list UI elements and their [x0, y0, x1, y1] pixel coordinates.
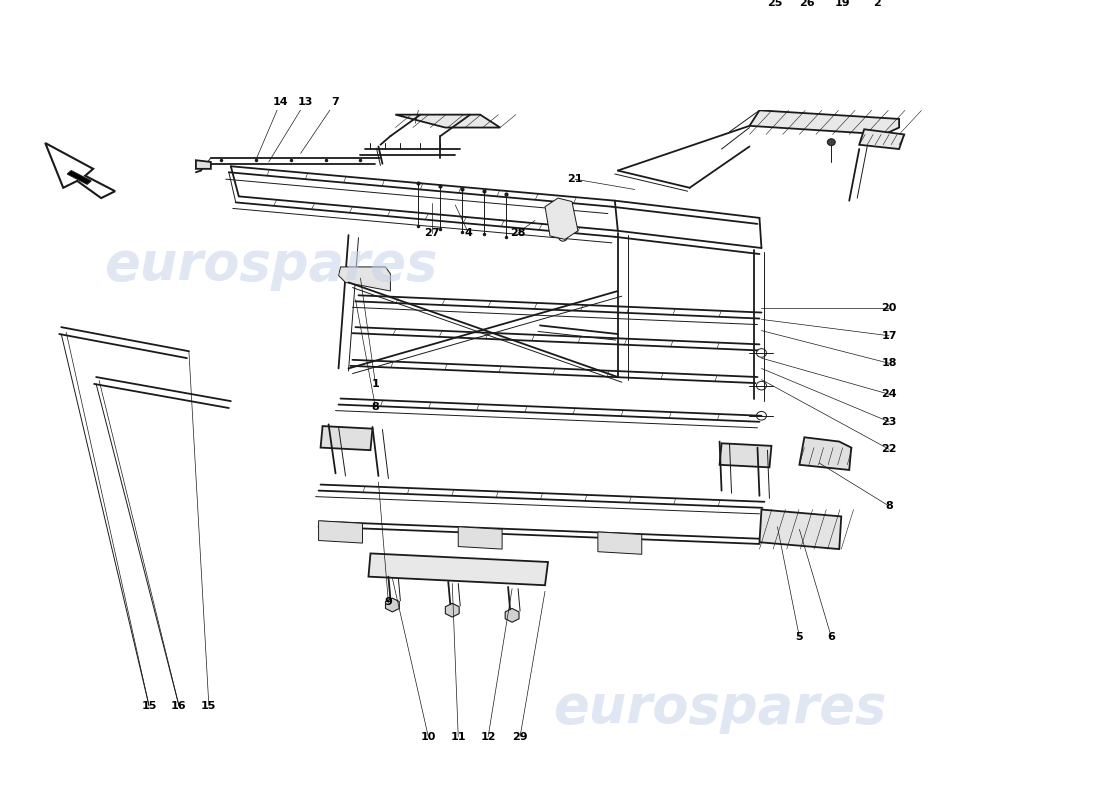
Text: 8: 8 [886, 501, 893, 511]
Text: 19: 19 [835, 0, 850, 8]
Text: 4: 4 [464, 227, 472, 238]
Text: 21: 21 [568, 174, 583, 184]
Circle shape [732, 450, 748, 463]
Text: 2: 2 [873, 0, 881, 8]
Polygon shape [45, 143, 116, 198]
Text: 15: 15 [141, 701, 156, 710]
Text: 7: 7 [332, 97, 340, 106]
Text: 5: 5 [795, 632, 803, 642]
Text: 17: 17 [881, 330, 896, 341]
Circle shape [757, 382, 767, 390]
Circle shape [827, 138, 835, 146]
Circle shape [757, 349, 767, 358]
Text: 20: 20 [881, 303, 896, 314]
Circle shape [371, 274, 381, 282]
Text: 1: 1 [372, 379, 379, 389]
Text: 18: 18 [881, 358, 896, 368]
Text: 15: 15 [201, 701, 217, 710]
Polygon shape [749, 110, 899, 134]
Text: 24: 24 [881, 390, 896, 399]
Circle shape [812, 530, 826, 542]
Polygon shape [719, 443, 771, 467]
Text: 13: 13 [298, 97, 314, 106]
Text: 16: 16 [172, 701, 187, 710]
Polygon shape [395, 114, 500, 127]
Text: 25: 25 [767, 0, 782, 8]
Circle shape [614, 538, 626, 548]
Polygon shape [319, 521, 363, 543]
Text: 9: 9 [385, 598, 393, 607]
Polygon shape [800, 438, 851, 470]
Text: 29: 29 [513, 732, 528, 742]
Circle shape [334, 526, 346, 537]
Text: 14: 14 [273, 97, 288, 106]
Text: 28: 28 [510, 227, 526, 238]
Circle shape [556, 222, 565, 230]
Polygon shape [339, 267, 390, 291]
Text: 26: 26 [800, 0, 815, 8]
Polygon shape [320, 426, 373, 450]
Text: 8: 8 [372, 402, 379, 412]
Circle shape [474, 533, 486, 543]
Text: 6: 6 [827, 632, 835, 642]
Polygon shape [598, 532, 641, 554]
Circle shape [349, 270, 363, 282]
Polygon shape [67, 170, 91, 184]
Text: 27: 27 [425, 227, 440, 238]
Circle shape [332, 432, 349, 446]
Text: 23: 23 [881, 417, 896, 426]
Text: eurospares: eurospares [104, 239, 438, 291]
Polygon shape [196, 160, 211, 169]
Polygon shape [544, 198, 578, 239]
Circle shape [757, 411, 767, 420]
Text: 10: 10 [420, 732, 436, 742]
Text: 11: 11 [451, 732, 466, 742]
Circle shape [768, 526, 781, 538]
Text: 12: 12 [481, 732, 496, 742]
Polygon shape [759, 510, 842, 549]
Text: 22: 22 [881, 444, 896, 454]
Polygon shape [459, 526, 502, 549]
Circle shape [559, 234, 566, 241]
Polygon shape [859, 130, 904, 149]
Text: eurospares: eurospares [553, 682, 887, 734]
Polygon shape [368, 554, 548, 586]
Circle shape [550, 209, 562, 218]
